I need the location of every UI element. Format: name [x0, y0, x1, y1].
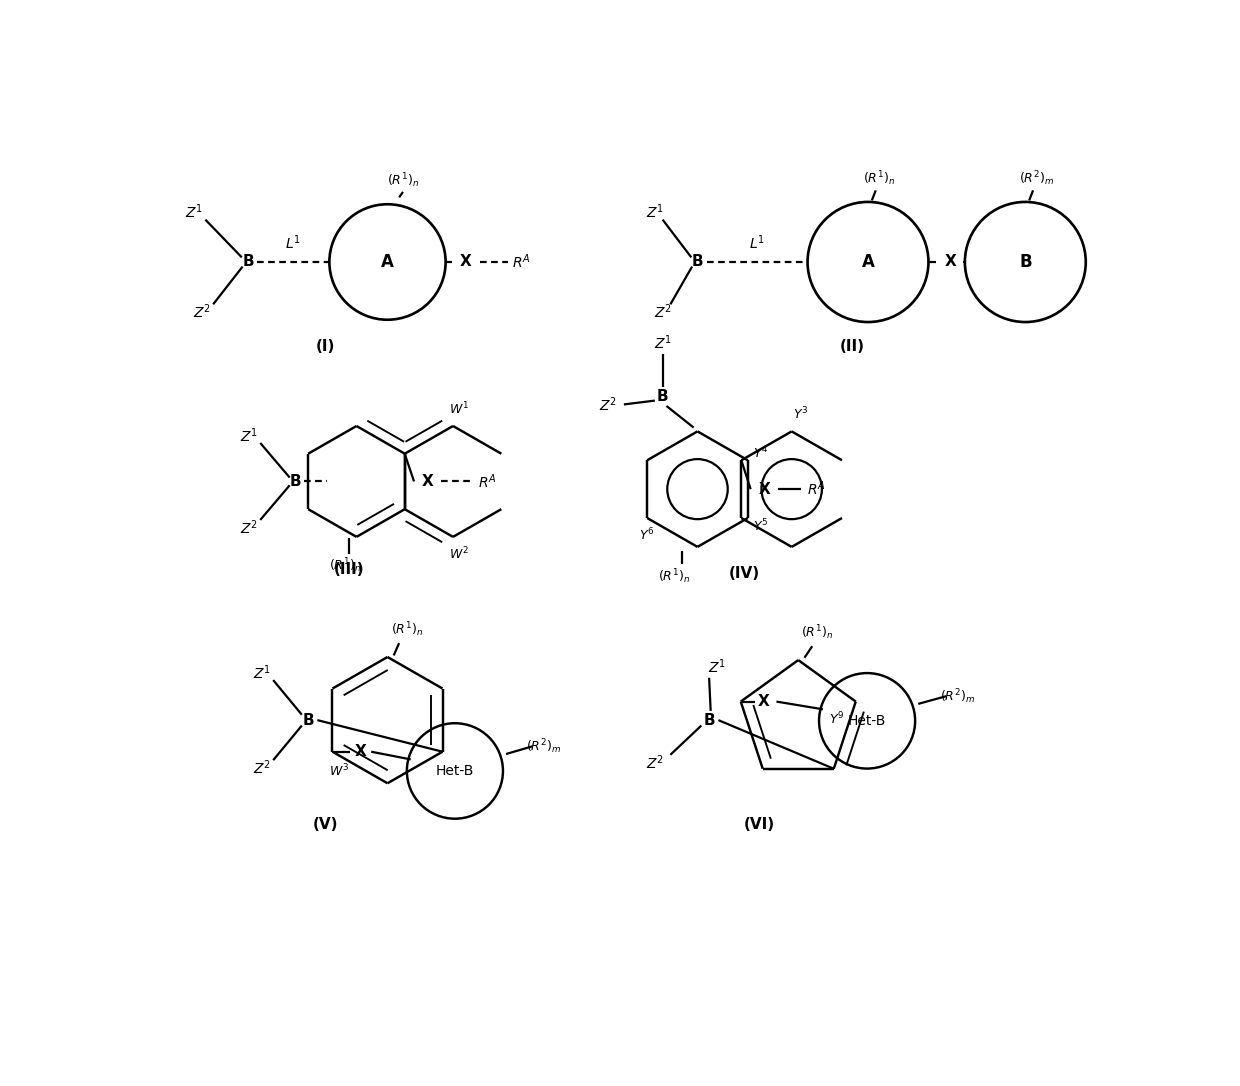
Text: $Z^1$: $Z^1$: [185, 203, 203, 222]
Text: $W^3$: $W^3$: [329, 762, 348, 780]
Text: $(R^1)_n$: $(R^1)_n$: [801, 623, 833, 643]
Text: $(R^2)_m$: $(R^2)_m$: [940, 686, 976, 706]
Text: $Y^9$: $Y^9$: [828, 710, 844, 727]
Text: (III): (III): [334, 563, 365, 578]
Text: X: X: [355, 744, 366, 759]
Text: $Y^5$: $Y^5$: [753, 517, 769, 534]
Text: $L^1$: $L^1$: [749, 233, 765, 252]
Text: X: X: [759, 481, 770, 496]
Text: $R^A$: $R^A$: [807, 480, 826, 498]
Text: (VI): (VI): [744, 817, 775, 832]
Text: (IV): (IV): [728, 566, 760, 581]
Text: $Y^4$: $Y^4$: [753, 444, 769, 460]
Text: X: X: [758, 694, 770, 709]
Text: Het-B: Het-B: [848, 714, 887, 728]
Text: A: A: [381, 253, 394, 272]
Text: $Z^1$: $Z^1$: [708, 657, 725, 675]
Text: $Z^2$: $Z^2$: [599, 395, 618, 414]
Text: $(R^1)_n$: $(R^1)_n$: [863, 169, 895, 188]
Text: B: B: [289, 473, 301, 489]
Text: $(R^2)_m$: $(R^2)_m$: [526, 737, 560, 756]
Text: $Z^1$: $Z^1$: [653, 333, 672, 352]
Text: $Y^3$: $Y^3$: [794, 406, 808, 422]
Text: $(R^1)_n$: $(R^1)_n$: [658, 567, 691, 585]
Text: B: B: [242, 254, 254, 269]
Text: X: X: [460, 254, 471, 269]
Text: (V): (V): [312, 817, 339, 832]
Text: $Y^6$: $Y^6$: [640, 527, 655, 543]
Text: $(R^1)_n$: $(R^1)_n$: [387, 172, 419, 190]
Text: $Z^2$: $Z^2$: [192, 303, 211, 321]
Text: $(R^2)_m$: $(R^2)_m$: [1019, 169, 1054, 188]
Text: B: B: [692, 254, 703, 269]
Text: $Z^2$: $Z^2$: [253, 759, 270, 778]
Text: $W^2$: $W^2$: [449, 545, 469, 563]
Text: $Z^1$: $Z^1$: [646, 203, 663, 222]
Text: $Z^2$: $Z^2$: [653, 303, 672, 321]
Text: $(R^1)_n$: $(R^1)_n$: [391, 621, 423, 640]
Text: $L^1$: $L^1$: [285, 233, 301, 252]
Text: B: B: [657, 389, 668, 404]
Text: $(R^1)_n$: $(R^1)_n$: [329, 557, 361, 576]
Text: Het-B: Het-B: [435, 763, 474, 778]
Text: (I): (I): [316, 339, 335, 354]
Text: $Z^2$: $Z^2$: [646, 754, 663, 772]
Text: X: X: [945, 254, 956, 269]
Text: $Z^1$: $Z^1$: [253, 664, 270, 682]
Text: B: B: [1019, 253, 1032, 272]
Text: $R^A$: $R^A$: [512, 253, 531, 272]
Text: $Z^2$: $Z^2$: [239, 518, 258, 536]
Text: (II): (II): [839, 339, 866, 354]
Text: B: B: [703, 712, 715, 728]
Text: X: X: [422, 473, 434, 489]
Text: $W^1$: $W^1$: [449, 401, 469, 417]
Text: A: A: [862, 253, 874, 272]
Text: $Z^1$: $Z^1$: [239, 426, 258, 444]
Text: B: B: [303, 712, 314, 728]
Text: $R^A$: $R^A$: [479, 472, 497, 491]
